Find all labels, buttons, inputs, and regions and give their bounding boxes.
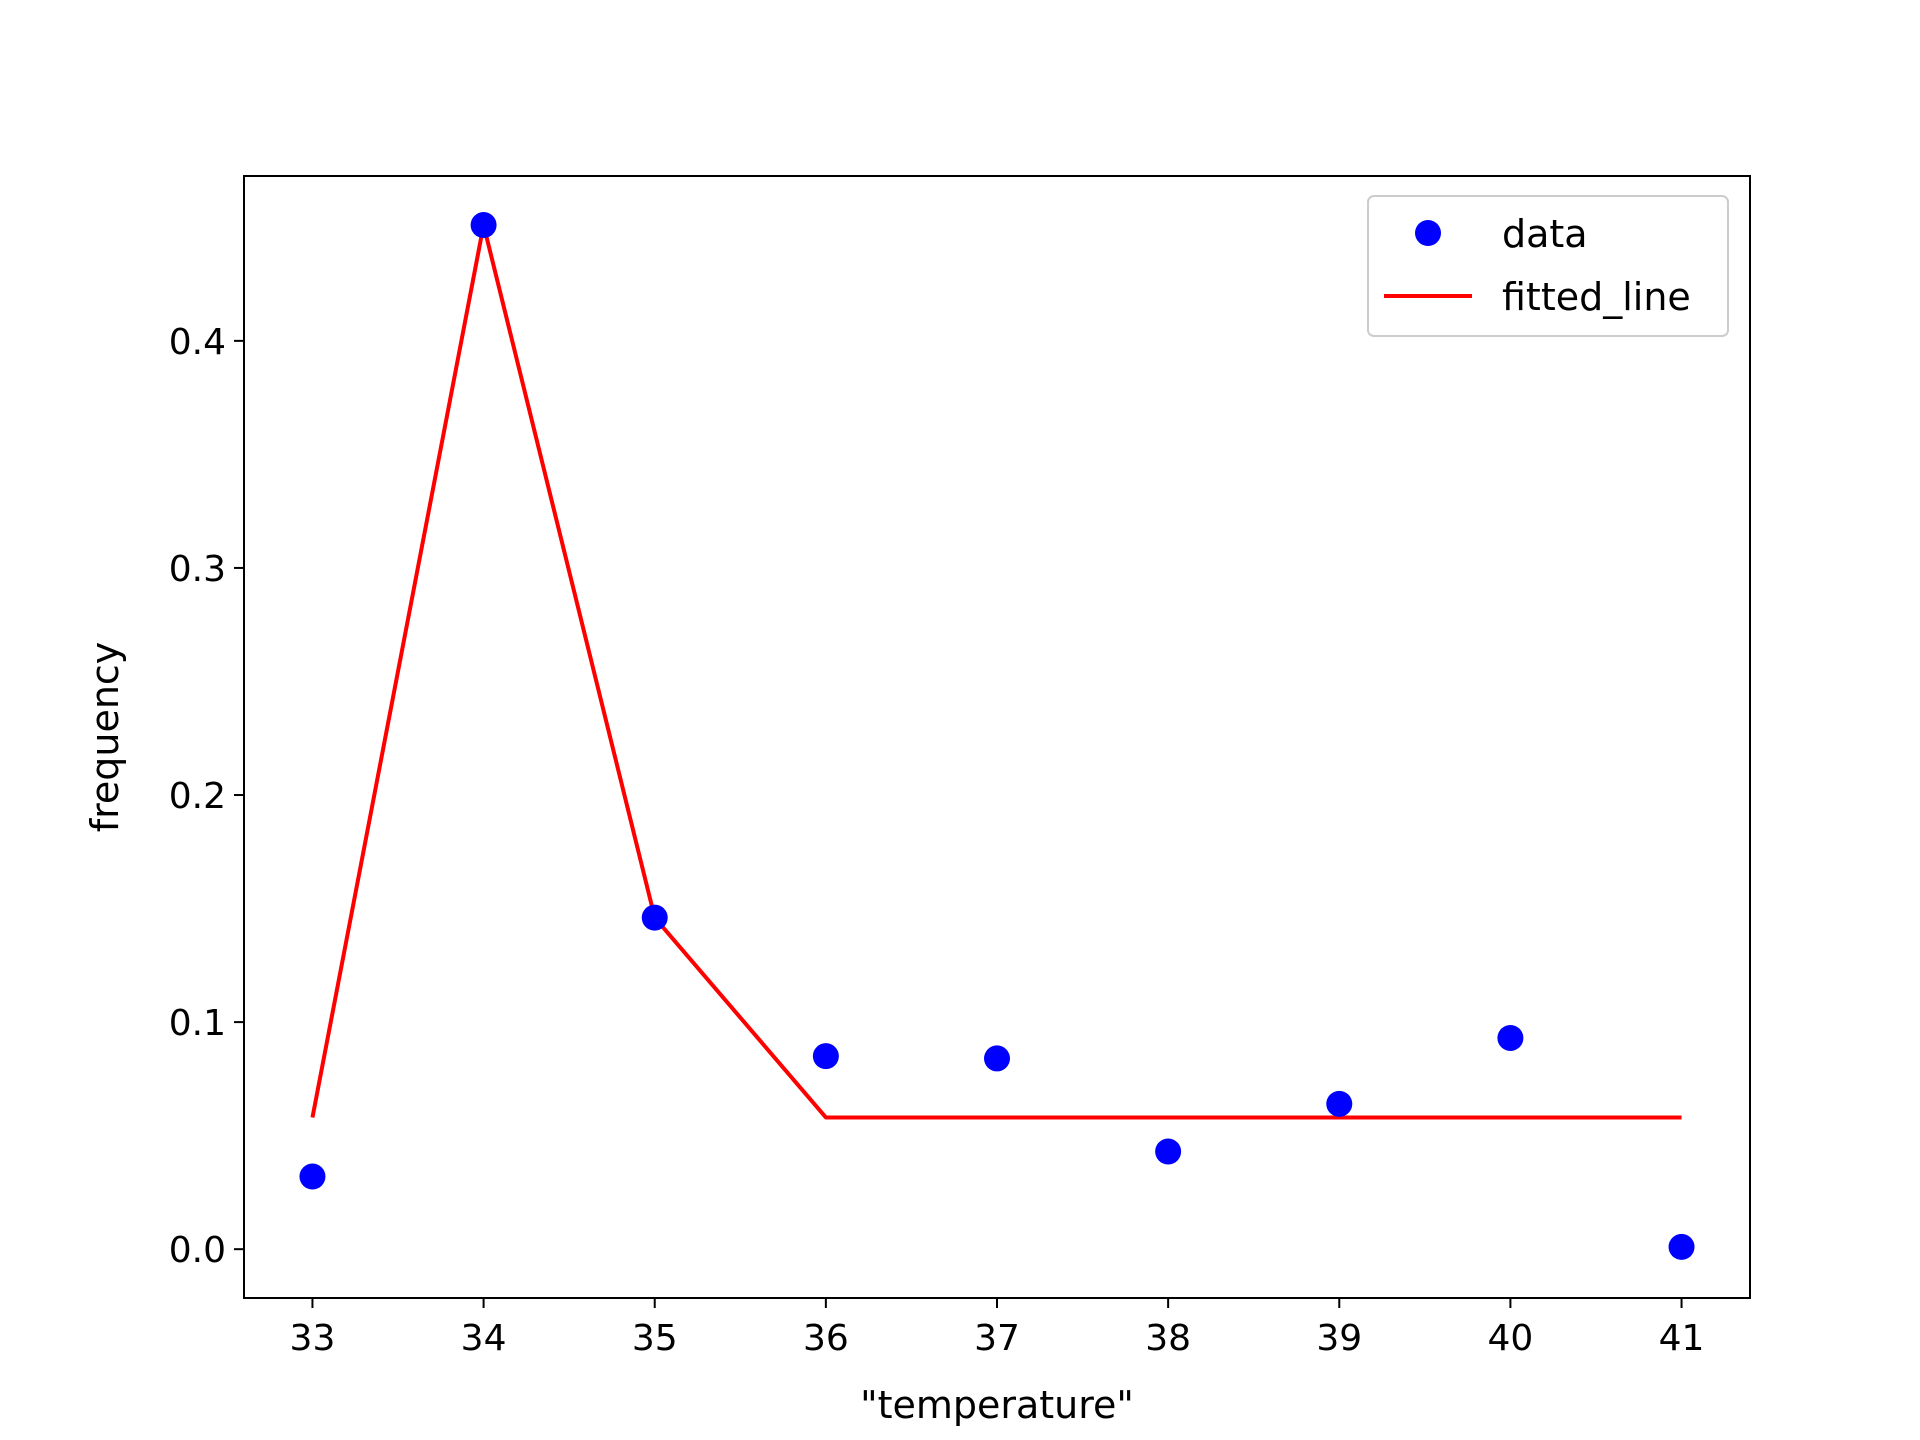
- legend: data fitted_line: [1367, 195, 1729, 337]
- y-axis-label: frequency: [83, 642, 127, 833]
- data-point: [470, 212, 497, 239]
- legend-marker-data: [1415, 220, 1441, 246]
- y-axis-ticks: 0.0 0.1 0.2 0.3 0.4: [169, 322, 244, 1271]
- x-tick-label: 34: [461, 1318, 507, 1359]
- data-point: [299, 1163, 326, 1190]
- x-tick-label: 41: [1659, 1318, 1705, 1359]
- y-tick-label: 0.3: [169, 549, 226, 590]
- data-point: [1155, 1138, 1182, 1165]
- x-tick-label: 35: [632, 1318, 678, 1359]
- legend-label-fitted: fitted_line: [1502, 275, 1691, 319]
- plot-area: [299, 212, 1695, 1260]
- data-point: [984, 1045, 1010, 1072]
- fitted-line-series: [310, 223, 1682, 1120]
- y-tick-label: 0.2: [169, 776, 226, 817]
- x-tick-label: 39: [1316, 1318, 1362, 1359]
- legend-box: [1367, 195, 1729, 337]
- x-tick-label: 33: [290, 1318, 336, 1359]
- x-tick-label: 36: [803, 1318, 849, 1359]
- y-tick-label: 0.0: [169, 1230, 226, 1271]
- x-axis-ticks: 33 34 35 36 37 38 39 40 41: [290, 1298, 1705, 1359]
- legend-label-data: data: [1502, 212, 1588, 256]
- data-point: [1326, 1090, 1353, 1117]
- x-tick-label: 38: [1145, 1318, 1191, 1359]
- data-point: [641, 904, 668, 931]
- x-axis-label: "temperature": [860, 1383, 1134, 1427]
- x-tick-label: 37: [974, 1318, 1020, 1359]
- data-point: [812, 1043, 839, 1070]
- y-tick-label: 0.1: [169, 1003, 226, 1044]
- axes-frame: [243, 175, 1751, 1299]
- data-point: [1668, 1233, 1695, 1260]
- x-tick-label: 40: [1488, 1318, 1534, 1359]
- data-point: [1497, 1024, 1524, 1051]
- y-tick-label: 0.4: [169, 322, 226, 363]
